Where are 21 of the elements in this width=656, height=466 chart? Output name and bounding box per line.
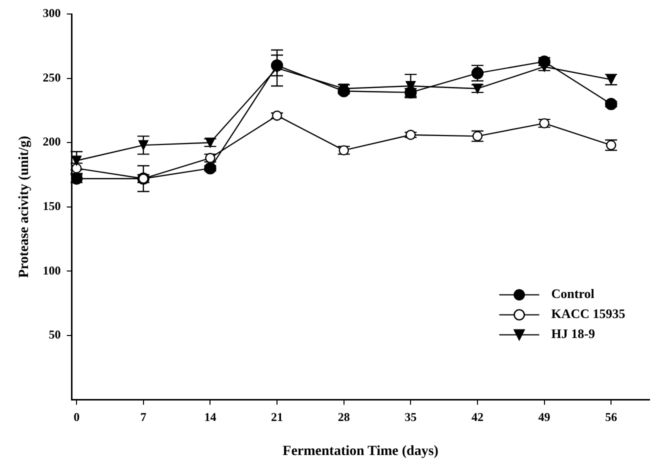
y-tick-label: 50 bbox=[48, 328, 61, 342]
x-tick-label: 56 bbox=[605, 410, 618, 424]
y-axis-title: Protease acivity (unit/g) bbox=[17, 136, 32, 278]
legend-label: HJ 18-9 bbox=[551, 326, 596, 342]
x-tick-label: 35 bbox=[404, 410, 417, 424]
x-axis-title: Fermentation Time (days) bbox=[282, 444, 439, 460]
point bbox=[204, 162, 216, 174]
x-tick-label: 0 bbox=[74, 410, 80, 424]
y-tick-label: 300 bbox=[42, 6, 61, 20]
x-tick-label: 14 bbox=[204, 410, 216, 424]
y-tick-label: 150 bbox=[42, 198, 61, 213]
x-tick-label: 21 bbox=[271, 410, 284, 424]
y-tick-label: 100 bbox=[42, 263, 61, 278]
legend-label: Control bbox=[551, 286, 595, 302]
y-tick-label: 250 bbox=[42, 70, 61, 84]
legend-label: KACC 15935 bbox=[551, 306, 626, 322]
x-tick-label: 28 bbox=[338, 410, 350, 424]
x-tick-label: 42 bbox=[471, 410, 484, 424]
x-tick-label: 7 bbox=[140, 410, 146, 424]
x-tick-label: 49 bbox=[538, 410, 550, 424]
y-tick-label: 200 bbox=[42, 134, 61, 149]
